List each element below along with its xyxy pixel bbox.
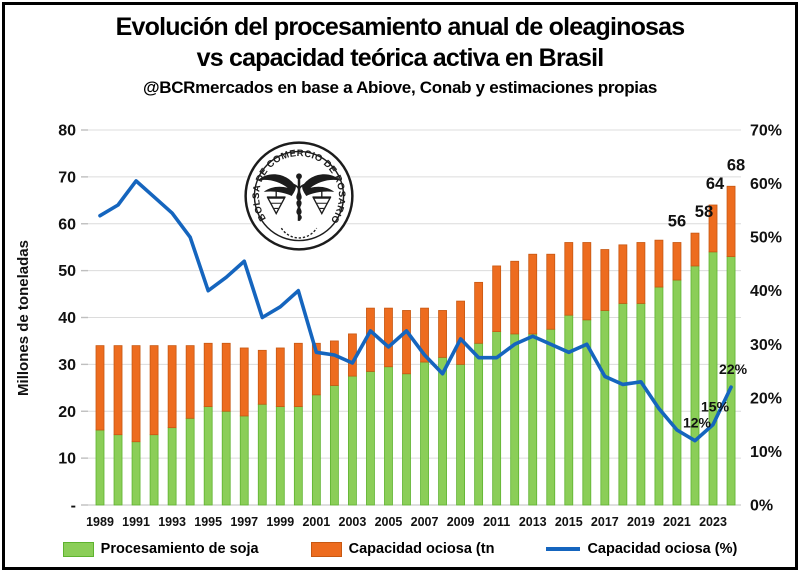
legend-item-procesamiento: Procesamiento de soja <box>62 541 259 557</box>
svg-text:2007: 2007 <box>411 515 439 529</box>
svg-text:1999: 1999 <box>266 515 294 529</box>
chart-title-line1: Evolución del procesamiento anual de ole… <box>115 13 686 41</box>
svg-text:70%: 70% <box>750 123 782 140</box>
svg-text:64: 64 <box>706 175 725 193</box>
svg-text:10: 10 <box>58 451 76 468</box>
figure-border <box>2 2 798 570</box>
svg-text:30: 30 <box>58 357 76 374</box>
title-block: Evolución del procesamiento anual de ole… <box>0 12 800 100</box>
svg-text:60%: 60% <box>750 176 782 193</box>
svg-text:60: 60 <box>58 216 76 233</box>
svg-text:1997: 1997 <box>230 515 258 529</box>
y-axis-title: Millones de toneladas <box>15 240 32 396</box>
green-bar-swatch-icon <box>62 541 94 557</box>
svg-text:30%: 30% <box>750 337 782 354</box>
svg-text:2005: 2005 <box>375 515 403 529</box>
svg-text:68: 68 <box>727 156 745 174</box>
legend-label-capacidad-pct: Capacidad ociosa (%) <box>587 541 738 557</box>
svg-text:1991: 1991 <box>122 515 150 529</box>
svg-text:50: 50 <box>58 263 76 280</box>
chart-title-line2: vs capacidad teórica activa en Brasil <box>196 44 605 72</box>
legend-label-capacidad-tn: Capacidad ociosa (tn <box>348 541 495 557</box>
svg-text:2011: 2011 <box>483 515 510 529</box>
svg-text:1993: 1993 <box>158 515 186 529</box>
svg-text:0%: 0% <box>750 498 773 515</box>
svg-text:1989: 1989 <box>86 515 114 529</box>
blue-line-swatch-icon <box>546 547 581 551</box>
svg-text:15%: 15% <box>701 399 730 415</box>
svg-text:80: 80 <box>58 123 76 140</box>
svg-text:22%: 22% <box>719 361 748 377</box>
svg-text:2013: 2013 <box>519 515 547 529</box>
chart-svg: 80 70 60 50 40 30 20 10 - 70% 60% 50% 40% 30% 20% 10% 0%… <box>15 123 782 530</box>
svg-text:2015: 2015 <box>555 515 583 529</box>
svg-text:70: 70 <box>58 169 76 186</box>
svg-text:1995: 1995 <box>194 515 222 529</box>
legend: Procesamiento de soja Capacidad ociosa (… <box>0 541 800 557</box>
svg-text:40%: 40% <box>750 283 782 300</box>
svg-text:2019: 2019 <box>627 515 655 529</box>
legend-item-capacidad-tn: Capacidad ociosa (tn <box>310 541 495 557</box>
orange-bar-swatch-icon <box>310 541 342 557</box>
svg-text:20%: 20% <box>750 390 782 407</box>
chart-subtitle: @BCRmercados en base a Abiove, Conab y e… <box>142 78 658 97</box>
svg-text:2003: 2003 <box>339 515 367 529</box>
bcr-logo: BOLSA DE COMERCIO DE ROSARIO <box>244 141 354 251</box>
svg-text:58: 58 <box>695 203 713 221</box>
svg-text:-: - <box>71 498 76 515</box>
legend-label-procesamiento: Procesamiento de soja <box>100 541 259 557</box>
svg-text:50%: 50% <box>750 230 782 247</box>
svg-text:2009: 2009 <box>447 515 475 529</box>
svg-text:2017: 2017 <box>591 515 619 529</box>
legend-item-capacidad-pct: Capacidad ociosa (%) <box>546 541 737 557</box>
caduceus-icon <box>257 173 341 239</box>
svg-text:56: 56 <box>668 213 686 231</box>
svg-text:2001: 2001 <box>302 515 330 529</box>
svg-text:2021: 2021 <box>663 515 691 529</box>
svg-text:12%: 12% <box>683 415 712 431</box>
svg-text:40: 40 <box>58 310 76 327</box>
svg-text:10%: 10% <box>750 444 782 461</box>
svg-text:20: 20 <box>58 404 76 421</box>
svg-text:2023: 2023 <box>699 515 727 529</box>
